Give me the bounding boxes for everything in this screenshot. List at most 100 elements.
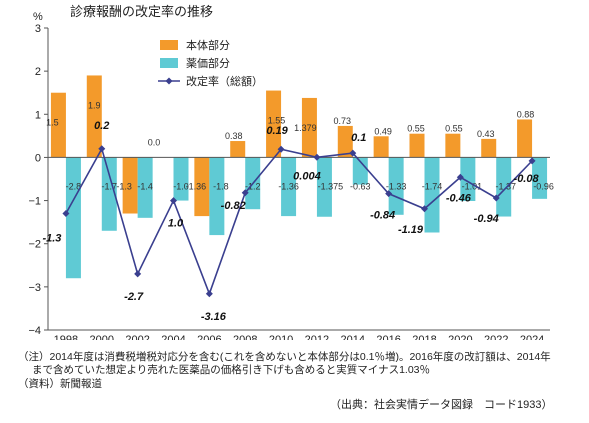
line-point-label: -3.16 (201, 311, 227, 323)
bar-label-hontai: 1.55 (268, 116, 286, 126)
total-rate-point (421, 205, 428, 213)
bar-hontai-2008 (230, 141, 246, 158)
bar-yakka-2006 (209, 157, 225, 236)
total-rate-line (65, 146, 533, 297)
bar-hontai-2000 (86, 75, 102, 158)
bar-yakka-1998 (65, 157, 81, 279)
total-rate-point (98, 145, 106, 153)
bar-yakka-2002 (137, 157, 153, 218)
bar-hontai-1998 (50, 92, 66, 158)
y-tick-label: −3 (28, 282, 41, 294)
x-tick-label: 2006 (197, 334, 221, 340)
bar-label-hontai: 0.55 (445, 124, 463, 134)
bar-yakka-2010 (281, 157, 297, 217)
legend-swatch-hontai (160, 40, 178, 50)
bar-yakka-2024 (532, 157, 548, 199)
legend-swatch-yakka (160, 58, 178, 68)
bar-yakka-2018 (424, 157, 440, 233)
line-point-label: 0.1 (351, 132, 366, 144)
bar-label-hontai: 0.73 (334, 116, 352, 126)
legend-label-yakka: 薬価部分 (186, 56, 230, 70)
x-tick-label: 2000 (90, 334, 114, 340)
y-tick-label: 0 (35, 152, 41, 164)
line-point-label: -2.7 (124, 291, 144, 303)
x-tick-label: 2016 (376, 334, 400, 340)
bar-hontai-2022 (481, 138, 497, 158)
y-tick-label: 1 (35, 109, 41, 121)
line-point-label: 0.2 (94, 120, 109, 132)
x-tick-label: 2022 (484, 334, 508, 340)
footnote-line-1: （注）2014年度は消費税増税対応分を含む(これを含めないと本体部分は0.1％増… (18, 351, 551, 363)
bar-label-hontai: 0.0 (148, 137, 161, 147)
bar-label-yakka: -1.33 (386, 181, 407, 191)
line-point-label: -0.82 (221, 200, 246, 212)
bar-label-yakka: -1.375 (318, 181, 344, 191)
line-point-label: -0.46 (446, 192, 472, 204)
footnote-line-2: まで含めていた想定より売れた医薬品の価格引き下げも含めると実質マイナス1.03％ (32, 364, 431, 376)
legend-marker-total (165, 77, 173, 85)
bar-yakka-2020 (460, 157, 476, 202)
bar-yakka-2016 (388, 157, 404, 215)
bar-hontai-2010 (266, 90, 282, 158)
bar-label-yakka: -1.2 (245, 181, 261, 191)
bar-hontai-2006 (194, 157, 210, 217)
bar-hontai-2018 (409, 133, 425, 158)
line-point-label: 1.0 (168, 218, 184, 230)
x-tick-label: 2010 (269, 334, 293, 340)
total-rate-point (277, 145, 285, 153)
bar-hontai-2002 (122, 157, 138, 214)
x-tick-label: 2018 (412, 334, 436, 340)
bar-hontai-2020 (445, 133, 461, 158)
x-tick-label: 2008 (233, 334, 257, 340)
x-tick-label: 2014 (341, 334, 365, 340)
y-tick-label: 2 (35, 66, 41, 78)
bar-hontai-2014 (337, 125, 353, 158)
bar-label-hontai: 0.88 (517, 109, 535, 119)
bar-label-hontai: 1.379 (294, 123, 317, 133)
line-point-label: -1.3 (42, 233, 61, 245)
chart-title: 診療報酬の改定率の推移 (70, 4, 213, 19)
y-tick-label: 3 (35, 23, 41, 35)
total-rate-point (313, 153, 321, 161)
source-reference: （出典：社会実情データ図録 コード1933） (330, 399, 553, 411)
bar-yakka-2014 (352, 157, 368, 185)
x-tick-label: 1998 (54, 334, 78, 340)
bar-label-yakka: -1.4 (137, 181, 153, 191)
total-rate-point (492, 194, 500, 202)
bar-label-hontai: 0.55 (407, 124, 425, 134)
total-rate-point (385, 190, 393, 198)
total-rate-point (134, 270, 142, 278)
bar-yakka-2012 (316, 157, 332, 217)
bar-label-yakka: -1.36 (278, 181, 299, 191)
line-point-label: 0.004 (293, 170, 321, 182)
bar-label-yakka: -0.96 (533, 181, 554, 191)
bar-label-yakka: -0.63 (350, 181, 371, 191)
line-point-label: -0.94 (474, 213, 499, 225)
source-credit: （資料）新聞報道 (18, 378, 102, 390)
bar-label-hontai: 1.5 (46, 118, 59, 128)
legend-label-total: 改定率（総額） (186, 74, 263, 88)
total-rate-point (205, 290, 213, 298)
x-tick-label: 2020 (448, 334, 472, 340)
bar-label-hontai: 1.9 (88, 100, 101, 110)
y-tick-label: −1 (28, 196, 41, 208)
bar-label-hontai: 0.43 (477, 129, 495, 139)
line-point-label: -1.19 (398, 224, 424, 236)
bar-label-hontai: -1.3 (116, 181, 132, 191)
y-axis-label: % (33, 11, 43, 23)
y-tick-label: −2 (28, 239, 41, 251)
legend-label-hontai: 本体部分 (186, 38, 230, 52)
total-rate-point (528, 157, 536, 165)
line-point-label: 0.19 (266, 125, 288, 137)
bar-label-yakka: -1.37 (495, 181, 516, 191)
x-tick-label: 2002 (125, 334, 149, 340)
total-rate-point (62, 210, 70, 218)
x-tick-label: 2024 (520, 334, 544, 340)
chart: 診療報酬の改定率の推移%3 2 1 0 −1 −2 −3 −4 1998 2000 2002 2004… (28, 4, 554, 340)
bar-label-yakka: -1.7 (102, 181, 118, 191)
line-point-label: -0.84 (370, 210, 395, 222)
bar-label-yakka: -1.74 (422, 181, 443, 191)
line-point-label: -0.08 (514, 173, 540, 185)
bar-hontai-2024 (517, 119, 533, 158)
total-rate-point (349, 149, 357, 157)
